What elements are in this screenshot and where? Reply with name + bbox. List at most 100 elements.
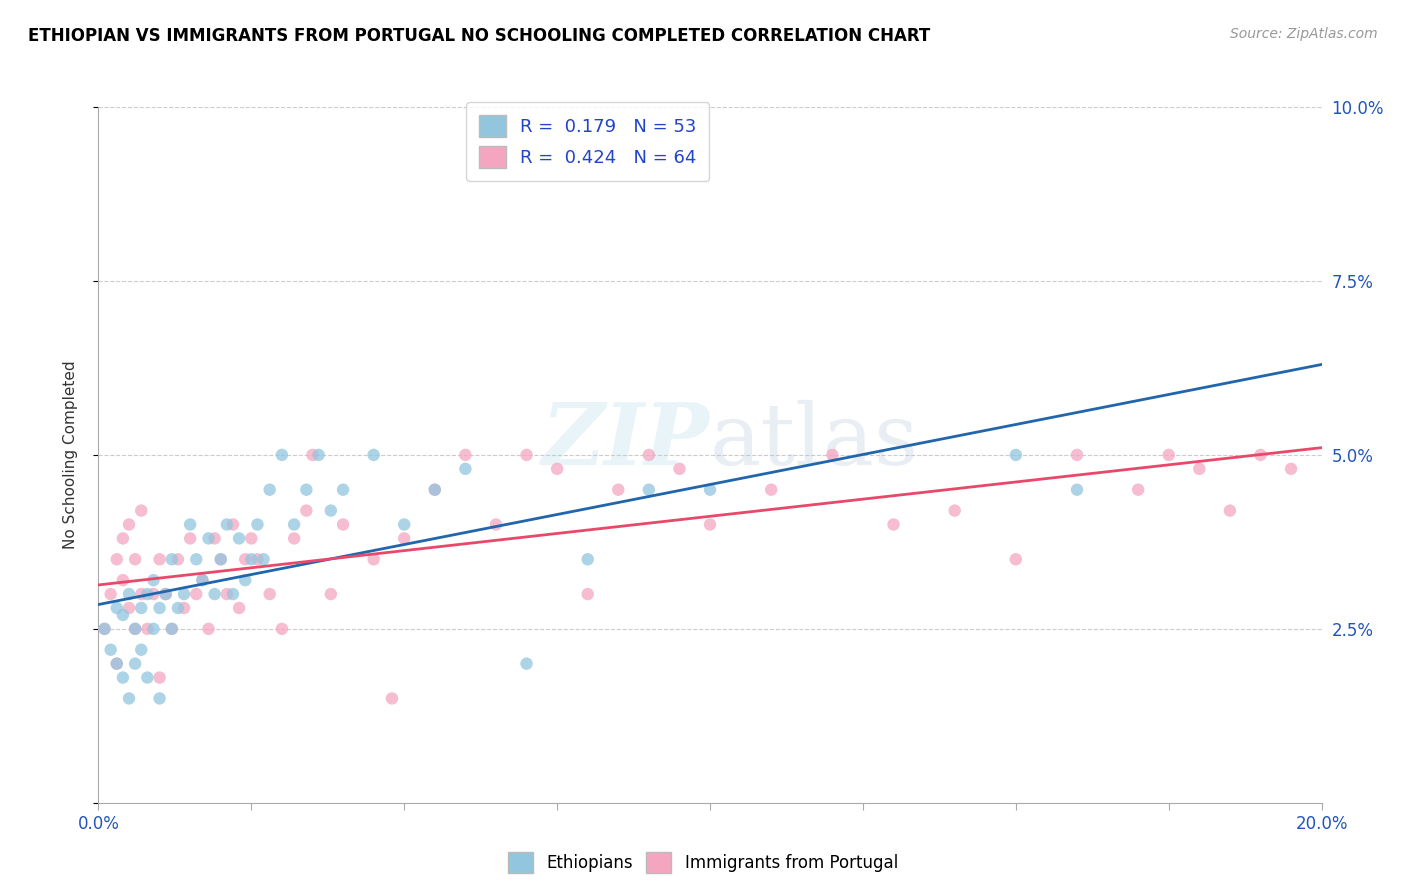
Point <box>228 601 250 615</box>
Point <box>105 657 128 671</box>
Point <box>392 532 416 546</box>
Point <box>308 448 330 462</box>
Point <box>197 622 219 636</box>
Point <box>124 622 146 636</box>
Point <box>204 587 226 601</box>
Y-axis label: No Schooling Completed: No Schooling Completed <box>63 360 77 549</box>
Point <box>270 622 292 636</box>
Point <box>301 448 323 462</box>
Point <box>118 601 141 615</box>
Point <box>295 503 318 517</box>
Point <box>160 622 183 636</box>
Point <box>1066 483 1088 497</box>
Point <box>93 622 115 636</box>
Point <box>215 587 238 601</box>
Text: ETHIOPIAN VS IMMIGRANTS FROM PORTUGAL NO SCHOOLING COMPLETED CORRELATION CHART: ETHIOPIAN VS IMMIGRANTS FROM PORTUGAL NO… <box>28 27 931 45</box>
Point <box>576 552 599 566</box>
Point <box>516 448 538 462</box>
Point <box>105 552 128 566</box>
Point <box>186 552 208 566</box>
Point <box>100 642 122 657</box>
Point <box>516 657 538 671</box>
Point <box>215 517 238 532</box>
Point <box>124 552 146 566</box>
Point <box>883 517 905 532</box>
Point <box>179 517 201 532</box>
Point <box>699 517 721 532</box>
Point <box>111 607 134 622</box>
Point <box>576 587 599 601</box>
Point <box>332 517 354 532</box>
Point <box>233 552 256 566</box>
Point <box>160 622 183 636</box>
Point <box>423 483 446 497</box>
Point <box>111 573 134 587</box>
Point <box>118 691 141 706</box>
Point <box>173 601 195 615</box>
Point <box>105 601 128 615</box>
Point <box>1128 483 1150 497</box>
Point <box>607 483 630 497</box>
Point <box>381 691 404 706</box>
Point <box>295 483 318 497</box>
Point <box>1066 448 1088 462</box>
Point <box>124 622 146 636</box>
Point <box>160 552 183 566</box>
Point <box>332 483 354 497</box>
Point <box>821 448 844 462</box>
Point <box>246 517 269 532</box>
Point <box>197 532 219 546</box>
Text: atlas: atlas <box>710 400 920 483</box>
Point <box>637 448 661 462</box>
Point <box>118 517 141 532</box>
Point <box>142 573 165 587</box>
Point <box>546 462 568 476</box>
Point <box>155 587 177 601</box>
Point <box>270 448 292 462</box>
Point <box>363 448 385 462</box>
Point <box>155 587 177 601</box>
Point <box>209 552 232 566</box>
Point <box>259 587 281 601</box>
Point <box>136 622 159 636</box>
Point <box>93 622 115 636</box>
Point <box>1004 552 1026 566</box>
Point <box>100 587 122 601</box>
Point <box>454 462 477 476</box>
Point <box>129 642 152 657</box>
Point <box>167 552 190 566</box>
Point <box>1004 448 1026 462</box>
Point <box>240 532 263 546</box>
Point <box>191 573 214 587</box>
Point <box>259 483 281 497</box>
Point <box>142 587 165 601</box>
Point <box>228 532 250 546</box>
Point <box>222 517 245 532</box>
Point <box>136 587 159 601</box>
Point <box>105 657 128 671</box>
Point <box>943 503 966 517</box>
Point <box>454 448 477 462</box>
Text: ZIP: ZIP <box>543 400 710 483</box>
Point <box>485 517 508 532</box>
Point <box>233 573 256 587</box>
Point <box>252 552 274 566</box>
Point <box>111 532 134 546</box>
Point <box>423 483 446 497</box>
Point <box>209 552 232 566</box>
Point <box>1249 448 1271 462</box>
Point <box>668 462 690 476</box>
Point <box>392 517 416 532</box>
Point <box>204 532 226 546</box>
Point <box>149 691 172 706</box>
Point <box>149 552 172 566</box>
Point <box>283 532 305 546</box>
Legend: R =  0.179   N = 53, R =  0.424   N = 64: R = 0.179 N = 53, R = 0.424 N = 64 <box>467 103 709 180</box>
Point <box>142 622 165 636</box>
Point <box>319 503 342 517</box>
Legend: Ethiopians, Immigrants from Portugal: Ethiopians, Immigrants from Portugal <box>502 846 904 880</box>
Point <box>240 552 263 566</box>
Point <box>173 587 195 601</box>
Point <box>1157 448 1180 462</box>
Point <box>222 587 245 601</box>
